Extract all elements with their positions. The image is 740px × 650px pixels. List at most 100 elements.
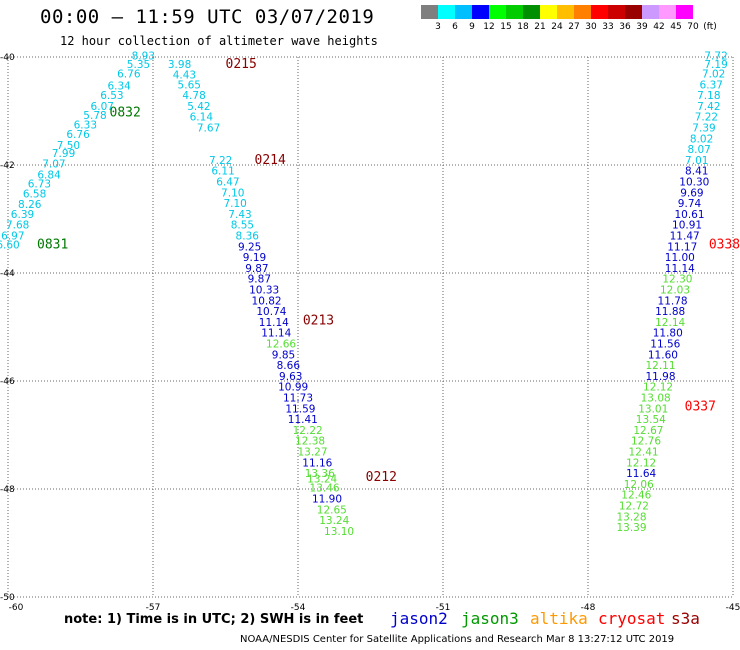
colorbar-swatch	[625, 5, 642, 19]
pass-time-label: 0215	[226, 57, 257, 72]
wave-height-label: 12.12	[643, 382, 673, 394]
wave-height-label: 5.78	[83, 110, 106, 122]
wave-height-label: 13.24	[319, 515, 349, 527]
wave-height-label: 7.19	[704, 59, 727, 71]
wave-height-label: 6.39	[11, 209, 34, 221]
colorbar-label: 24	[551, 22, 563, 32]
colorbar-label: 42	[653, 22, 665, 32]
wave-height-label: 11.59	[285, 403, 315, 415]
colorbar-swatch	[506, 5, 523, 19]
colorbar-swatch	[608, 5, 625, 19]
colorbar-swatch	[540, 5, 557, 19]
colorbar-label: (ft)	[703, 22, 717, 32]
pass-time-label: 0338	[709, 238, 740, 253]
wave-height-label: 8.41	[685, 166, 708, 178]
wave-height-label: 10.30	[679, 177, 709, 189]
wave-height-label: 11.41	[288, 414, 318, 426]
wave-height-label: 3.98	[168, 59, 191, 71]
wave-height-label: 13.01	[638, 403, 668, 415]
footnote: note: 1) Time is in UTC; 2) SWH is in fe…	[64, 612, 364, 627]
wave-height-label: 8.26	[18, 199, 42, 211]
wave-height-label: 7.99	[52, 148, 75, 160]
lat-tick-label: -46	[0, 377, 15, 387]
wave-height-label: 4.43	[173, 70, 196, 82]
wave-height-label: 5.42	[187, 101, 210, 113]
wave-height-label: 9.85	[272, 349, 295, 361]
colorbar-swatch	[574, 5, 591, 19]
colorbar-label: 39	[636, 22, 648, 32]
wave-height-label: 13.24	[307, 474, 337, 486]
colorbar-swatch	[489, 5, 506, 19]
wave-height-label: 11.73	[283, 393, 313, 405]
pass-time-label: 0337	[685, 400, 716, 415]
wave-height-label: 13.39	[616, 522, 646, 534]
wave-height-label: 12.38	[295, 436, 325, 448]
wave-height-label: 11.47	[670, 231, 700, 243]
wave-height-label: 12.66	[266, 339, 296, 351]
colorbar-label: 70	[687, 22, 699, 32]
colorbar-label: 18	[517, 22, 529, 32]
wave-height-label: 12.46	[621, 490, 651, 502]
wave-height-label: 8.55	[231, 220, 254, 232]
wave-height-label: 11.56	[650, 339, 680, 351]
wave-height-label: 11.88	[655, 306, 685, 318]
legend-s3a: s3a	[671, 609, 700, 628]
map-subtitle: 12 hour collection of altimeter wave hei…	[60, 34, 378, 48]
wave-height-label: 10.61	[674, 209, 704, 221]
lon-tick-label: -45	[726, 603, 740, 613]
pass-time-label: 0212	[366, 470, 397, 485]
wave-height-label: 7.01	[685, 155, 708, 167]
wave-height-label: 13.27	[297, 447, 327, 459]
legend-altika: altika	[530, 609, 588, 628]
wave-height-label: 6.33	[74, 119, 97, 131]
colorbar-swatches	[421, 5, 693, 19]
lat-tick-label: -42	[0, 161, 15, 171]
colorbar-label: 21	[534, 22, 546, 32]
wave-height-label: 10.74	[256, 306, 286, 318]
wave-height-label: 8.66	[277, 360, 301, 372]
colorbar	[421, 5, 693, 19]
colorbar-label: 3	[435, 22, 441, 32]
legend-jason3: jason3	[461, 609, 519, 628]
colorbar-swatch	[438, 5, 455, 19]
wave-height-label: 6.47	[216, 177, 239, 189]
wave-height-label: 7.42	[697, 101, 720, 113]
wave-height-label: 6.76	[66, 129, 90, 141]
wave-height-label: 6.76	[117, 69, 141, 81]
pass-time-label: 0214	[255, 153, 286, 168]
wave-height-label: 7.10	[223, 198, 246, 210]
pass-time-label: 0832	[110, 105, 141, 120]
wave-height-label: 7.67	[197, 123, 220, 135]
colorbar-swatch	[676, 5, 693, 19]
wave-height-label: 7.68	[6, 220, 29, 232]
wave-height-label: 11.14	[259, 317, 289, 329]
wave-height-label: 7.02	[702, 69, 725, 81]
wave-height-label: 8.93	[132, 51, 155, 63]
colorbar-labels: 3 6 9 12 15 18 21 24 27 30 33 36 39 42 45 70 (ft)	[421, 22, 740, 34]
wave-height-label: 7.43	[228, 209, 251, 221]
colorbar-swatch	[557, 5, 574, 19]
wave-height-label: 13.54	[636, 414, 666, 426]
wave-height-label: 11.64	[626, 468, 656, 480]
wave-height-label: 7.50	[57, 140, 80, 152]
wave-height-label: 10.82	[252, 295, 282, 307]
wave-height-label: 7.22	[695, 112, 718, 124]
colorbar-label: 12	[483, 22, 495, 32]
colorbar-label: 27	[568, 22, 580, 32]
wave-height-label: 7.22	[209, 155, 232, 167]
wave-height-label: 12.06	[624, 479, 654, 491]
pass-time-label: 0831	[37, 238, 68, 253]
legend-cryosat: cryosat	[598, 609, 666, 628]
legend-jason2: jason2	[390, 609, 448, 628]
colorbar-label: 9	[469, 22, 475, 32]
wave-height-label: 7.10	[221, 187, 244, 199]
wave-height-label: 11.60	[648, 349, 678, 361]
wave-height-label: 12.67	[633, 425, 663, 437]
wave-height-label: 11.16	[302, 457, 332, 469]
wave-height-label: 4.78	[182, 90, 205, 102]
wave-height-label: 8.02	[690, 133, 713, 145]
wave-height-label: 10.91	[672, 220, 702, 232]
colorbar-label: 45	[670, 22, 682, 32]
